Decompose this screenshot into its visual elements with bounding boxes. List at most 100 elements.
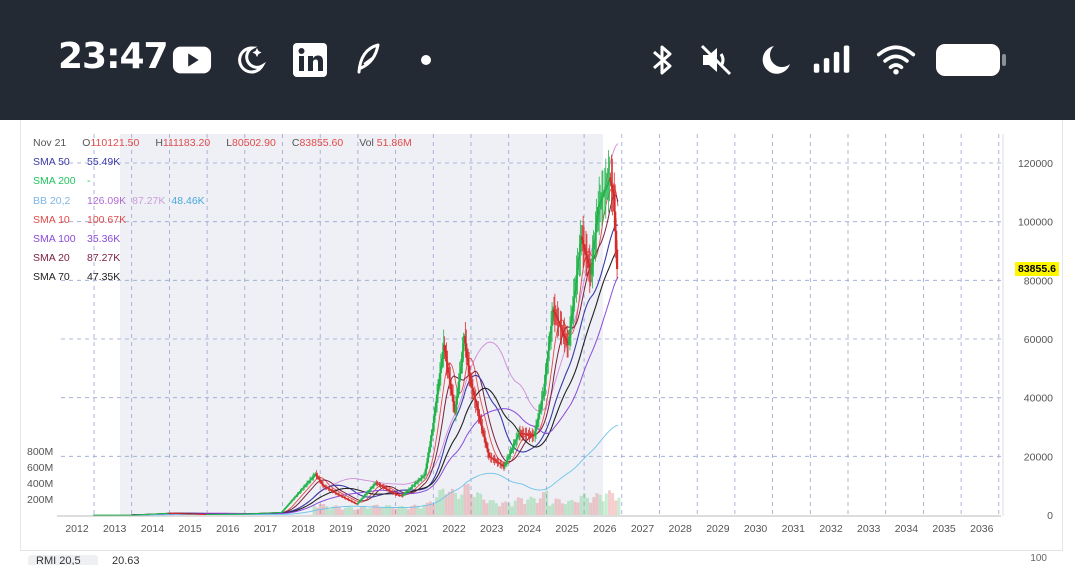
candle-body xyxy=(564,336,567,339)
candle-body xyxy=(292,498,295,500)
candle-body xyxy=(405,491,409,493)
status-clock: 23:47 xyxy=(58,36,169,77)
candle-body xyxy=(554,314,557,317)
candle-body xyxy=(359,499,362,501)
candle-body xyxy=(401,495,404,497)
volume-bar xyxy=(479,493,483,515)
candle-body xyxy=(390,491,393,493)
volume-bar xyxy=(325,506,329,515)
candle-body xyxy=(544,375,547,384)
candle-body xyxy=(413,484,416,486)
legend-sma50[interactable]: SMA 50 55.49K xyxy=(33,156,121,169)
volume-bar xyxy=(428,501,432,515)
candle-body xyxy=(312,476,315,478)
candle-body xyxy=(583,247,587,252)
candle-body xyxy=(489,456,492,458)
ohlc-high: 111183.20 xyxy=(162,137,211,149)
legend-sma70[interactable]: SMA 70 47.35K xyxy=(33,271,121,284)
volume-bar xyxy=(372,505,376,515)
volume-bar xyxy=(595,493,599,515)
candle-body xyxy=(470,383,474,388)
candle-body xyxy=(424,468,427,475)
candle-body xyxy=(475,402,478,407)
candle-body xyxy=(441,351,444,360)
volume-bar xyxy=(419,508,423,515)
candle-body xyxy=(404,492,408,494)
volume-bar xyxy=(523,504,527,515)
candle-body xyxy=(473,395,476,400)
x-tick-label: 2031 xyxy=(782,523,806,535)
ohlc-vol: 51.86M xyxy=(376,137,412,149)
x-tick-label: 2028 xyxy=(669,523,693,535)
volume-bar xyxy=(353,509,357,515)
candle-body xyxy=(411,486,414,488)
legend-sma100[interactable]: SMA 100 35.36K xyxy=(33,233,121,246)
candle-body xyxy=(379,484,382,486)
legend-sma200[interactable]: SMA 200- xyxy=(33,175,91,188)
candle-body xyxy=(349,500,352,502)
candle-body xyxy=(445,356,448,362)
volume-bar xyxy=(375,504,379,515)
candle-body xyxy=(559,325,562,328)
candle-body xyxy=(389,491,392,492)
candle-body xyxy=(456,389,459,398)
candle-body xyxy=(585,255,589,260)
candle-body xyxy=(598,204,601,207)
x-tick-label: 2034 xyxy=(895,523,919,535)
volume-bar xyxy=(560,503,564,515)
volume-bar xyxy=(344,507,348,515)
candle-body xyxy=(326,487,329,489)
indicator-panel[interactable]: RMI 20,5 20.63 100 xyxy=(20,550,1063,565)
volume-bar xyxy=(384,505,388,515)
candle-body xyxy=(516,437,519,440)
volume-bar xyxy=(551,503,555,515)
candle-body xyxy=(438,373,441,381)
x-tick-label: 2027 xyxy=(631,523,655,535)
candle-body xyxy=(614,211,617,231)
candle-body xyxy=(290,500,294,502)
candle-body xyxy=(505,460,508,463)
volume-bar xyxy=(350,507,354,515)
legend-sma10[interactable]: SMA 10 100.67K xyxy=(33,213,127,226)
price-chart[interactable]: 120000 100000 80000 60000 40000 20000 0 2012 20… xyxy=(20,120,1063,550)
candle-body xyxy=(486,448,490,453)
candle-body xyxy=(457,381,460,390)
candle-body xyxy=(447,367,450,373)
grid-lines xyxy=(57,134,1004,517)
candle-body xyxy=(485,444,489,449)
volume-bar xyxy=(328,509,332,515)
price-axis: 120000 100000 80000 60000 40000 20000 0 xyxy=(1018,158,1053,522)
volume-bar xyxy=(570,500,574,515)
candle-body xyxy=(321,484,325,486)
candle-body xyxy=(478,414,481,419)
volume-bar xyxy=(460,494,464,515)
volume-bar xyxy=(507,502,511,515)
volume-bar xyxy=(422,504,426,515)
x-tick-label: 2014 xyxy=(141,523,165,535)
indicator-tab[interactable]: RMI 20,5 xyxy=(28,555,98,565)
candle-body xyxy=(605,185,608,188)
candle-body xyxy=(612,188,615,193)
volume-bar xyxy=(362,506,366,515)
candle-body xyxy=(578,251,581,260)
candle-body xyxy=(288,502,292,504)
candle-body xyxy=(503,464,507,467)
candle-body xyxy=(595,223,598,233)
volume-bar xyxy=(501,502,505,515)
candle-body xyxy=(444,350,447,357)
candle-body xyxy=(566,340,569,343)
candle-body xyxy=(562,331,565,334)
candle-body xyxy=(367,491,370,493)
volume-bar xyxy=(617,497,621,515)
candle-body xyxy=(409,487,412,489)
candle-body xyxy=(540,400,543,405)
candle-body xyxy=(316,475,319,477)
legend-sma20[interactable]: SMA 20 87.27K xyxy=(33,252,121,265)
legend-bb[interactable]: BB 20,2 126.09K 87.27K 48.46K xyxy=(33,194,205,207)
candle-body xyxy=(483,433,486,438)
volume-bar xyxy=(425,502,429,515)
indicator-value: 20.63 xyxy=(112,555,140,565)
volume-bar xyxy=(601,501,605,515)
volume-bar xyxy=(457,498,461,515)
